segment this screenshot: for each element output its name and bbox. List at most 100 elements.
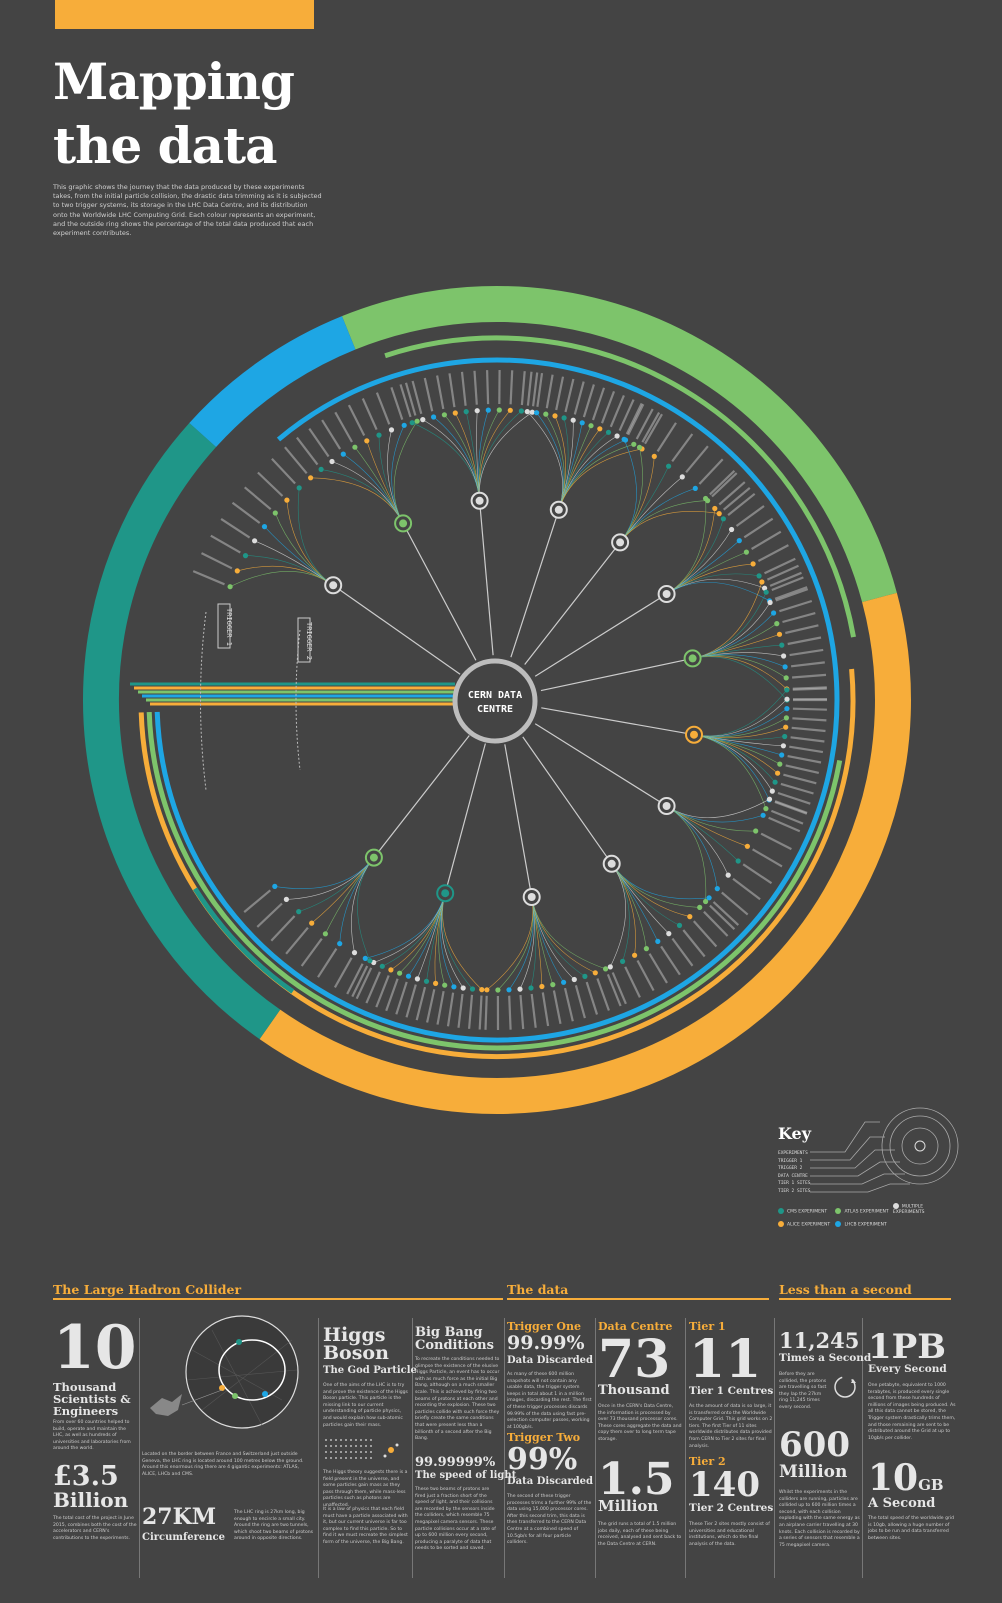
tier2-site-dot (401, 422, 407, 428)
tier2-site-dot (423, 978, 430, 984)
particle-dots-icon (325, 1439, 399, 1459)
tier2-site-label (682, 929, 706, 958)
tier2-site-dot (534, 410, 540, 416)
tier2-site-dot (720, 516, 727, 522)
data-rule (507, 1298, 769, 1300)
tier2-site-dot (561, 415, 567, 421)
tier2-link (497, 896, 534, 991)
tier2-site-dot (736, 538, 742, 544)
tier2-site-label (709, 470, 736, 496)
tier2-site-label (468, 994, 474, 1029)
tier2-site-label (757, 544, 789, 562)
tier2-site-label (415, 986, 427, 1021)
grid-speed-label: A Second (868, 1496, 936, 1511)
tier2-site-dot (506, 987, 512, 993)
tier2-label: Tier 2 (689, 1455, 726, 1468)
tier2-site-dot (272, 510, 278, 516)
particle-dot (365, 1445, 367, 1447)
particle-dot (325, 1445, 327, 1447)
tier2-site-label (770, 809, 804, 825)
tier2-site-dot (283, 896, 289, 903)
tier2-link (693, 734, 773, 792)
trigger-one-body: As many of these 600 million snapshots w… (507, 1372, 592, 1430)
tier2-site-dot (666, 931, 672, 937)
tier1-spoke (541, 707, 695, 736)
tier2-site-dot (367, 958, 373, 964)
tier2-site-dot (725, 872, 731, 878)
tier2-link (692, 655, 787, 679)
tier1-body: As the amount of data is so large, it is… (689, 1404, 773, 1449)
grid-speed-unit: GB (918, 1476, 944, 1494)
tier2-site-dot (716, 510, 722, 517)
tier2-site-label (405, 984, 417, 1018)
tier2-site-label (448, 373, 456, 408)
tier2-site-dot (474, 408, 480, 414)
tier2-site-label (243, 889, 272, 913)
tier2-site-label (541, 992, 550, 1027)
particle-dot (365, 1451, 367, 1453)
atlas-dot-icon (835, 1208, 842, 1214)
tier2-site-dot (561, 979, 567, 985)
tier1-site-core (399, 519, 408, 528)
tier2-site-dot (414, 418, 420, 424)
tier2-link (390, 893, 446, 971)
tier2-site-dot (463, 409, 469, 415)
tier2-link (693, 734, 767, 809)
tier2-site-label (635, 408, 654, 440)
tier2-link (558, 435, 618, 510)
tier2-site-label (660, 945, 681, 976)
tier2-site-label (785, 624, 819, 635)
tier2-link (286, 500, 334, 586)
tier2-site-dot (679, 474, 685, 480)
tier2-site-label (718, 481, 746, 506)
tier2-link (486, 896, 534, 991)
tier2-site-label (545, 374, 554, 409)
tier2-site-label (573, 381, 585, 415)
tier2-site-dot (777, 761, 783, 767)
tier2-site-dot (636, 444, 643, 450)
tier2-site-dot (495, 987, 501, 993)
tier2-site-dot (452, 410, 458, 416)
particle-dot (345, 1445, 347, 1447)
circumference-label: Circumference (142, 1532, 225, 1543)
tier2-link (545, 413, 565, 510)
key-diagram-icon (810, 1107, 959, 1193)
tier2-site-label (355, 967, 373, 1000)
tier2-site-dot (756, 573, 762, 579)
tier2-link (558, 448, 643, 510)
tier2-link (611, 863, 647, 949)
tier2-site-label (532, 372, 539, 407)
tier2-site-dot (518, 408, 525, 414)
tier2-site-label (771, 576, 804, 592)
tier2-link (693, 734, 776, 783)
higgs-title: Higgs Boson (323, 1324, 389, 1364)
tier1-site-core (607, 859, 616, 868)
tier2-site-dot (712, 505, 718, 512)
tier2-site-label (780, 782, 814, 795)
tier2-link (619, 511, 720, 543)
speed-label: The speed of light (415, 1470, 517, 1481)
title-line-2: the data (53, 116, 278, 175)
tier1-sub: Tier 1 Centres (689, 1385, 774, 1397)
tier2-site-label (692, 920, 718, 948)
trigger-one-number: 99.99% (507, 1332, 585, 1354)
legend-item-alice: ALICE EXPERIMENT (778, 1220, 834, 1227)
tier2-site-label (722, 487, 751, 511)
tier2-site-label (591, 387, 606, 421)
tier2-site-label (346, 963, 364, 995)
tier2-link (619, 488, 696, 543)
tier2-site-label (296, 436, 319, 466)
particle-dot (335, 1445, 337, 1447)
tier2-link (365, 893, 446, 959)
cost-number: £3.5 (53, 1461, 119, 1492)
key-row: TRIGGER 2 (778, 1166, 803, 1172)
tier2-site-label (742, 863, 773, 885)
tier1-site-core (475, 496, 484, 505)
key-row: EXPERIMENTS (778, 1151, 808, 1156)
tier2-site-label (308, 427, 330, 458)
second-heading: Less than a second (779, 1282, 912, 1297)
tier2-site-dot (318, 466, 324, 472)
tier2-site-label (365, 971, 381, 1004)
tier2-site-label (792, 717, 827, 722)
tier2-site-dot (703, 898, 709, 905)
